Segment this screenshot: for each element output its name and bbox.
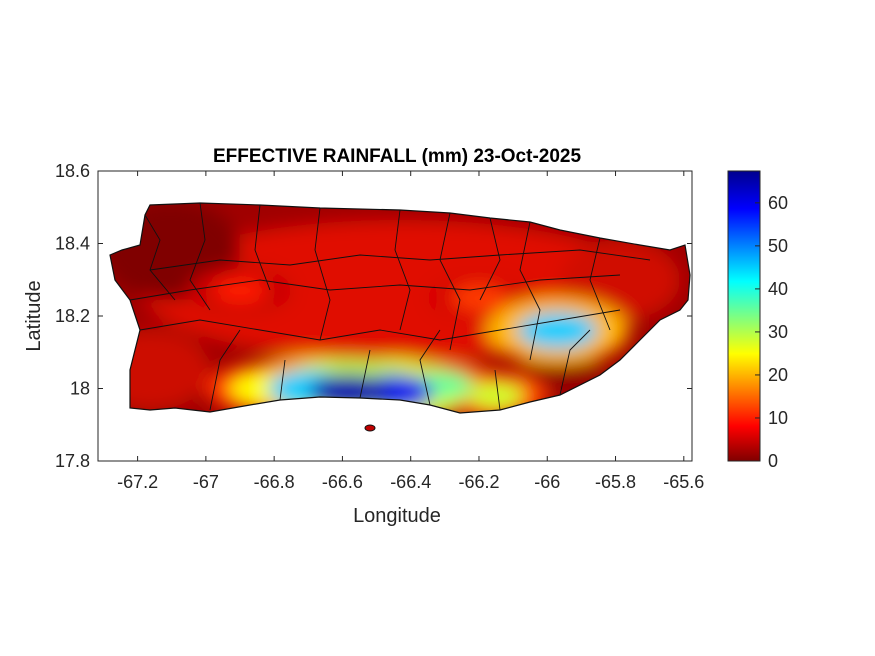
colorbar-tick-label: 30 xyxy=(768,322,788,342)
municipality-boundary xyxy=(139,309,621,341)
colorbar-tick-label: 0 xyxy=(768,451,778,471)
x-tick-label: -67.2 xyxy=(117,472,158,492)
colorbar-tick-label: 60 xyxy=(768,193,788,213)
municipality-boundary xyxy=(419,329,441,406)
municipality-boundary xyxy=(144,214,176,301)
rainfall-hotspot xyxy=(450,283,507,312)
y-tick-label: 18.4 xyxy=(55,234,90,254)
x-tick-label: -66.4 xyxy=(390,472,431,492)
colorbar-tick-label: 40 xyxy=(768,279,788,299)
rainfall-field xyxy=(110,203,690,413)
municipality-boundary xyxy=(359,349,371,399)
caja-de-muertos-island xyxy=(364,424,376,432)
municipality-boundary xyxy=(189,202,211,311)
rainfall-hotspot xyxy=(229,374,286,403)
colorbar-tick-label: 50 xyxy=(768,236,788,256)
municipality-boundary xyxy=(519,221,541,361)
y-tick-label: 18.2 xyxy=(55,306,90,326)
municipality-boundary xyxy=(439,212,461,351)
y-axis-label: Latitude xyxy=(23,280,45,351)
rainfall-hotspot xyxy=(517,312,598,349)
rainfall-hotspot xyxy=(212,276,269,305)
colorbar-tick-label: 10 xyxy=(768,408,788,428)
municipality-boundary xyxy=(254,204,271,291)
municipality-boundary xyxy=(394,209,411,331)
chart-title: EFFECTIVE RAINFALL (mm) 23-Oct-2025 xyxy=(213,146,582,167)
x-tick-label: -66.2 xyxy=(458,472,499,492)
municipality-boundary xyxy=(149,249,651,271)
municipality-boundary xyxy=(129,274,621,301)
x-axis-label: Longitude xyxy=(353,505,441,527)
x-tick-label: -66 xyxy=(534,472,560,492)
municipality-boundary xyxy=(494,369,501,411)
y-tick-label: 18 xyxy=(70,379,90,399)
municipality-boundary xyxy=(559,329,591,396)
rainfall-hotspot xyxy=(468,381,525,410)
x-tick-label: -66.6 xyxy=(322,472,363,492)
municipality-boundaries xyxy=(129,202,651,411)
x-tick-label: -67 xyxy=(193,472,219,492)
x-tick-label: -65.8 xyxy=(595,472,636,492)
municipality-boundary xyxy=(479,217,501,301)
municipality-boundary xyxy=(279,359,286,401)
colorbar xyxy=(727,170,761,462)
y-tick-label: 17.8 xyxy=(55,451,90,471)
x-tick-label: -65.6 xyxy=(663,472,704,492)
x-tick-label: -66.8 xyxy=(254,472,295,492)
municipality-boundary xyxy=(209,329,241,411)
colorbar-tick-label: 20 xyxy=(768,365,788,385)
y-tick-label: 18.6 xyxy=(55,161,90,181)
municipality-boundary xyxy=(314,207,331,341)
